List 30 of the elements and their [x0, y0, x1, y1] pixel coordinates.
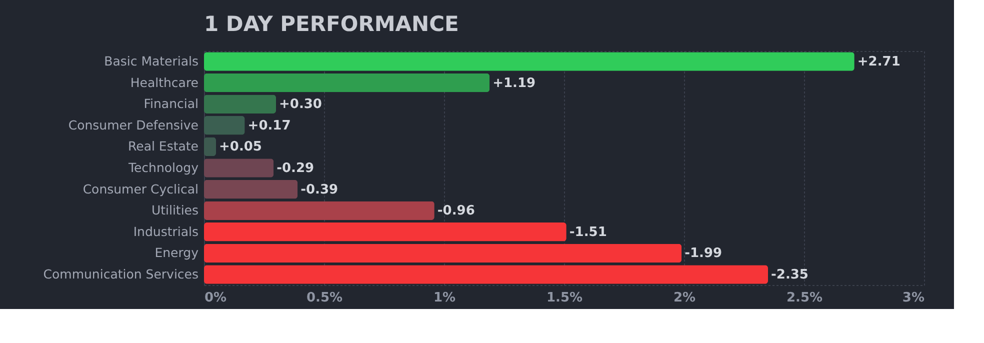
chart-title: 1 DAY PERFORMANCE: [204, 12, 459, 36]
y-tick-label: Financial: [144, 96, 198, 112]
y-tick-label: Utilities: [151, 202, 198, 218]
annotation: -0.96: [437, 204, 475, 219]
y-tick-label: Healthcare: [130, 74, 199, 90]
y-tick-label: Real Estate: [128, 138, 199, 154]
y-tick-label: Consumer Cyclical: [82, 181, 198, 196]
x-tick-label: 3%: [902, 290, 924, 306]
annotation: +2.71: [857, 54, 900, 70]
annotation: -1.99: [684, 246, 722, 262]
annotation: +0.30: [279, 97, 322, 112]
annotation: -1.51: [569, 224, 607, 240]
annotation: +0.17: [248, 118, 291, 134]
annotation: -2.35: [771, 268, 808, 283]
x-tick-label: 2%: [673, 290, 696, 306]
y-tick-label: Communication Services: [43, 266, 198, 282]
annotation: -0.29: [276, 161, 314, 176]
y-tick-label: Energy: [154, 245, 200, 260]
x-tick-label: 1.5%: [546, 290, 583, 306]
annotation: +1.19: [492, 76, 536, 91]
annotation: -0.39: [300, 182, 338, 198]
x-tick-label: 0%: [204, 290, 227, 306]
x-tick-label: 0.5%: [306, 290, 343, 306]
x-tick-label: 1%: [433, 290, 456, 306]
y-tick-label: Industrials: [133, 224, 198, 239]
y-tick-label: Consumer Defensive: [68, 117, 199, 132]
x-tick-label: 2.5%: [786, 290, 823, 306]
y-tick-label: Technology: [127, 160, 200, 175]
y-tick-label: Basic Materials: [104, 53, 198, 68]
annotation: +0.05: [219, 140, 262, 155]
